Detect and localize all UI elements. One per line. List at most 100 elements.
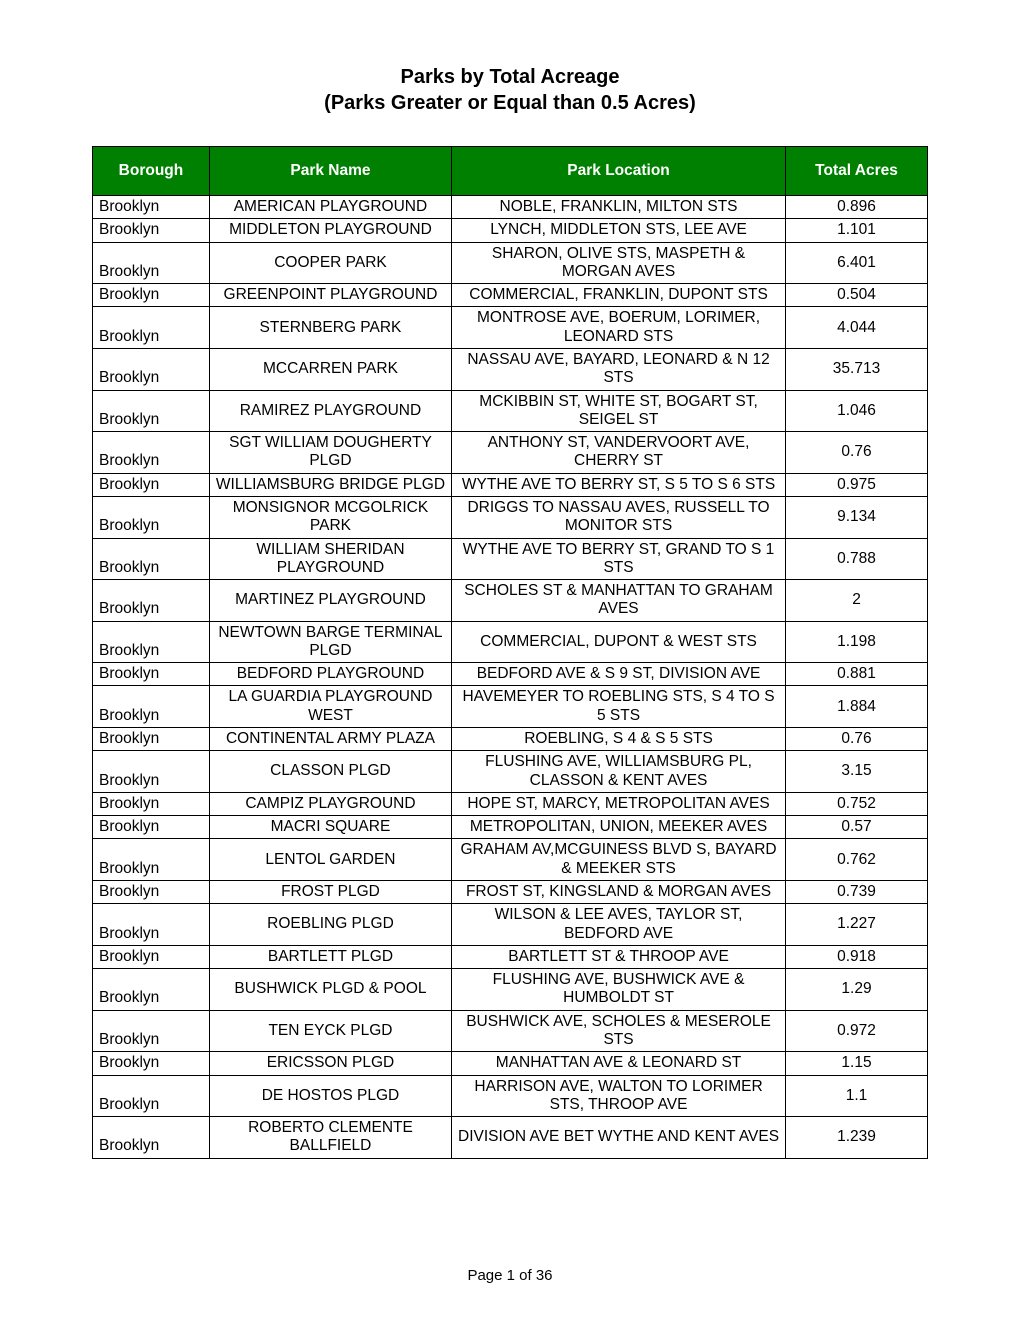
cell-acres: 0.57: [786, 816, 928, 839]
cell-acres: 4.044: [786, 307, 928, 349]
col-borough: Borough: [93, 147, 210, 196]
cell-borough: Brooklyn: [93, 432, 210, 474]
parks-table: Borough Park Name Park Location Total Ac…: [92, 146, 928, 1159]
cell-borough: Brooklyn: [93, 580, 210, 622]
cell-location: FROST ST, KINGSLAND & MORGAN AVES: [452, 881, 786, 904]
cell-acres: 3.15: [786, 751, 928, 793]
table-row: BrooklynCLASSON PLGDFLUSHING AVE, WILLIA…: [93, 751, 928, 793]
cell-acres: 0.918: [786, 945, 928, 968]
cell-acres: 6.401: [786, 242, 928, 284]
cell-location: COMMERCIAL, FRANKLIN, DUPONT STS: [452, 284, 786, 307]
col-park: Park Name: [209, 147, 451, 196]
cell-location: ROEBLING, S 4 & S 5 STS: [452, 728, 786, 751]
table-row: BrooklynMONSIGNOR MCGOLRICK PARKDRIGGS T…: [93, 496, 928, 538]
cell-acres: 1.1: [786, 1075, 928, 1117]
cell-acres: 1.29: [786, 969, 928, 1011]
cell-acres: 9.134: [786, 496, 928, 538]
cell-park: MACRI SQUARE: [209, 816, 451, 839]
cell-borough: Brooklyn: [93, 728, 210, 751]
table-row: BrooklynLA GUARDIA PLAYGROUND WESTHAVEME…: [93, 686, 928, 728]
cell-acres: 1.198: [786, 621, 928, 663]
cell-park: NEWTOWN BARGE TERMINAL PLGD: [209, 621, 451, 663]
cell-acres: 1.101: [786, 219, 928, 242]
cell-location: DIVISION AVE BET WYTHE AND KENT AVES: [452, 1117, 786, 1159]
cell-location: FLUSHING AVE, WILLIAMSBURG PL, CLASSON &…: [452, 751, 786, 793]
cell-location: BEDFORD AVE & S 9 ST, DIVISION AVE: [452, 663, 786, 686]
cell-park: GREENPOINT PLAYGROUND: [209, 284, 451, 307]
cell-borough: Brooklyn: [93, 945, 210, 968]
cell-acres: 35.713: [786, 348, 928, 390]
cell-park: LENTOL GARDEN: [209, 839, 451, 881]
cell-park: CAMPIZ PLAYGROUND: [209, 792, 451, 815]
cell-location: SCHOLES ST & MANHATTAN TO GRAHAM AVES: [452, 580, 786, 622]
table-row: BrooklynBEDFORD PLAYGROUNDBEDFORD AVE & …: [93, 663, 928, 686]
cell-park: CLASSON PLGD: [209, 751, 451, 793]
table-row: BrooklynNEWTOWN BARGE TERMINAL PLGDCOMME…: [93, 621, 928, 663]
cell-park: ROBERTO CLEMENTE BALLFIELD: [209, 1117, 451, 1159]
cell-acres: 0.76: [786, 728, 928, 751]
table-row: BrooklynAMERICAN PLAYGROUNDNOBLE, FRANKL…: [93, 196, 928, 219]
cell-acres: 2: [786, 580, 928, 622]
table-row: BrooklynDE HOSTOS PLGDHARRISON AVE, WALT…: [93, 1075, 928, 1117]
cell-park: LA GUARDIA PLAYGROUND WEST: [209, 686, 451, 728]
cell-location: MONTROSE AVE, BOERUM, LORIMER, LEONARD S…: [452, 307, 786, 349]
table-row: BrooklynWILLIAMSBURG BRIDGE PLGDWYTHE AV…: [93, 473, 928, 496]
table-row: BrooklynRAMIREZ PLAYGROUNDMCKIBBIN ST, W…: [93, 390, 928, 432]
cell-park: MARTINEZ PLAYGROUND: [209, 580, 451, 622]
table-header-row: Borough Park Name Park Location Total Ac…: [93, 147, 928, 196]
table-row: BrooklynCOOPER PARKSHARON, OLIVE STS, MA…: [93, 242, 928, 284]
cell-borough: Brooklyn: [93, 307, 210, 349]
cell-location: DRIGGS TO NASSAU AVES, RUSSELL TO MONITO…: [452, 496, 786, 538]
cell-location: WYTHE AVE TO BERRY ST, GRAND TO S 1 STS: [452, 538, 786, 580]
cell-location: GRAHAM AV,MCGUINESS BLVD S, BAYARD & MEE…: [452, 839, 786, 881]
cell-acres: 0.975: [786, 473, 928, 496]
cell-park: WILLIAMSBURG BRIDGE PLGD: [209, 473, 451, 496]
cell-park: TEN EYCK PLGD: [209, 1010, 451, 1052]
cell-location: METROPOLITAN, UNION, MEEKER AVES: [452, 816, 786, 839]
table-row: BrooklynTEN EYCK PLGDBUSHWICK AVE, SCHOL…: [93, 1010, 928, 1052]
cell-park: STERNBERG PARK: [209, 307, 451, 349]
table-row: BrooklynERICSSON PLGDMANHATTAN AVE & LEO…: [93, 1052, 928, 1075]
cell-acres: 1.884: [786, 686, 928, 728]
page-title: Parks by Total Acreage (Parks Greater or…: [92, 64, 928, 116]
cell-acres: 0.972: [786, 1010, 928, 1052]
cell-borough: Brooklyn: [93, 284, 210, 307]
cell-borough: Brooklyn: [93, 1010, 210, 1052]
cell-park: ROEBLING PLGD: [209, 904, 451, 946]
cell-park: DE HOSTOS PLGD: [209, 1075, 451, 1117]
cell-acres: 1.15: [786, 1052, 928, 1075]
table-row: BrooklynROEBLING PLGDWILSON & LEE AVES, …: [93, 904, 928, 946]
table-row: BrooklynMCCARREN PARKNASSAU AVE, BAYARD,…: [93, 348, 928, 390]
cell-borough: Brooklyn: [93, 621, 210, 663]
cell-park: BEDFORD PLAYGROUND: [209, 663, 451, 686]
cell-borough: Brooklyn: [93, 751, 210, 793]
table-row: BrooklynFROST PLGDFROST ST, KINGSLAND & …: [93, 881, 928, 904]
cell-acres: 1.239: [786, 1117, 928, 1159]
table-row: BrooklynMACRI SQUAREMETROPOLITAN, UNION,…: [93, 816, 928, 839]
cell-park: WILLIAM SHERIDAN PLAYGROUND: [209, 538, 451, 580]
cell-park: COOPER PARK: [209, 242, 451, 284]
cell-location: FLUSHING AVE, BUSHWICK AVE & HUMBOLDT ST: [452, 969, 786, 1011]
cell-location: HARRISON AVE, WALTON TO LORIMER STS, THR…: [452, 1075, 786, 1117]
cell-park: MIDDLETON PLAYGROUND: [209, 219, 451, 242]
table-row: BrooklynROBERTO CLEMENTE BALLFIELDDIVISI…: [93, 1117, 928, 1159]
col-location: Park Location: [452, 147, 786, 196]
cell-borough: Brooklyn: [93, 969, 210, 1011]
cell-park: MONSIGNOR MCGOLRICK PARK: [209, 496, 451, 538]
cell-location: BUSHWICK AVE, SCHOLES & MESEROLE STS: [452, 1010, 786, 1052]
cell-acres: 0.739: [786, 881, 928, 904]
cell-park: CONTINENTAL ARMY PLAZA: [209, 728, 451, 751]
cell-park: ERICSSON PLGD: [209, 1052, 451, 1075]
cell-borough: Brooklyn: [93, 1117, 210, 1159]
table-row: BrooklynGREENPOINT PLAYGROUNDCOMMERCIAL,…: [93, 284, 928, 307]
cell-borough: Brooklyn: [93, 473, 210, 496]
cell-acres: 0.762: [786, 839, 928, 881]
table-row: BrooklynLENTOL GARDENGRAHAM AV,MCGUINESS…: [93, 839, 928, 881]
cell-borough: Brooklyn: [93, 390, 210, 432]
cell-location: BARTLETT ST & THROOP AVE: [452, 945, 786, 968]
title-line-1: Parks by Total Acreage: [92, 64, 928, 90]
cell-location: NOBLE, FRANKLIN, MILTON STS: [452, 196, 786, 219]
cell-acres: 0.504: [786, 284, 928, 307]
cell-borough: Brooklyn: [93, 496, 210, 538]
cell-park: SGT WILLIAM DOUGHERTY PLGD: [209, 432, 451, 474]
